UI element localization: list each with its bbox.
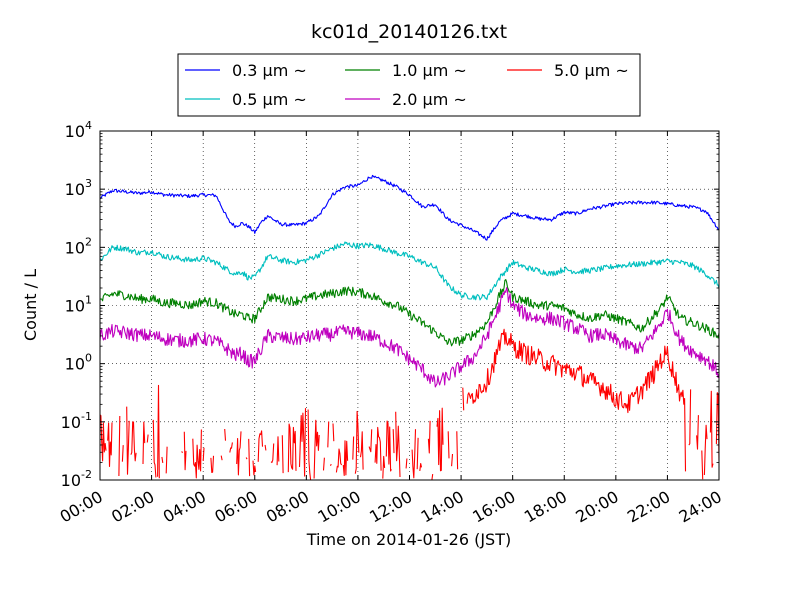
legend-label-1: 0.5 μm ~ bbox=[232, 90, 307, 109]
y-tick-labels: 10-2 10-1 100 101 102 103 104 bbox=[61, 119, 92, 490]
series-layer bbox=[100, 174, 719, 480]
legend-box bbox=[177, 53, 641, 117]
y-tick-label: 100 bbox=[65, 352, 92, 374]
legend-label-4: 5.0 μm ~ bbox=[554, 61, 629, 80]
y-tick-label: 101 bbox=[65, 294, 92, 316]
legend-label-2: 1.0 μm ~ bbox=[392, 61, 467, 80]
series-line-1 bbox=[100, 241, 719, 301]
x-axis-label: Time on 2014-01-26 (JST) bbox=[306, 530, 511, 549]
plot-area bbox=[100, 131, 719, 480]
y-tick-label: 104 bbox=[65, 119, 92, 141]
y-tick-label: 10-1 bbox=[61, 410, 92, 432]
series-line-0 bbox=[100, 174, 719, 241]
y-tick-label: 103 bbox=[65, 177, 92, 199]
chart-title: kc01d_20140126.txt bbox=[311, 21, 507, 43]
legend: 0.3 μm ~ 0.5 μm ~ 1.0 μm ~ 2.0 μm ~ 5.0 μm ~ bbox=[177, 53, 641, 117]
legend-label-3: 2.0 μm ~ bbox=[392, 90, 467, 109]
y-tick-label: 10-2 bbox=[61, 468, 92, 490]
y-axis-label: Count / L bbox=[21, 269, 40, 341]
legend-label-0: 0.3 μm ~ bbox=[232, 61, 307, 80]
axis-ticks bbox=[99, 130, 720, 481]
series-line-2 bbox=[100, 279, 719, 347]
y-tick-label: 102 bbox=[65, 235, 92, 257]
series-line-4 bbox=[100, 328, 719, 480]
series-line-3 bbox=[100, 287, 719, 388]
